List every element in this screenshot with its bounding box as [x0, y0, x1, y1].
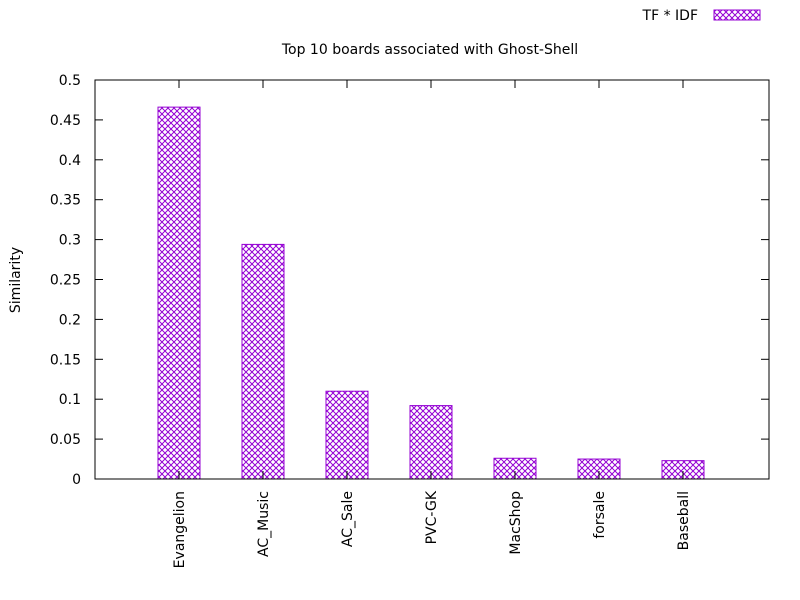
bar-pvc-gk	[409, 405, 453, 480]
legend: TF * IDF	[642, 8, 761, 24]
y-tick-label: 0.05	[50, 432, 81, 448]
y-tick-label: 0.15	[50, 352, 81, 368]
plot-frame	[94, 79, 770, 480]
y-tick-label: 0.4	[59, 153, 81, 169]
x-tick-label: forsale	[592, 491, 608, 539]
x-tick-label: Evangelion	[172, 491, 188, 568]
x-tick-label: PVC-GK	[424, 490, 440, 544]
x-tick-label: Baseball	[676, 491, 692, 550]
bars	[157, 80, 705, 480]
y-tick-label: 0.45	[50, 113, 81, 129]
y-tick-label: 0.35	[50, 193, 81, 209]
bar-ac-sale	[325, 390, 369, 480]
y-tick-label: 0.1	[59, 392, 81, 408]
y-axis-ticks: 0 0.05 0.1 0.15 0.2 0.25 0.3 0.35 0.4 0.45 0.5	[50, 73, 769, 488]
y-tick-label: 0.25	[50, 273, 81, 289]
y-tick-label: 0.3	[59, 233, 81, 249]
x-axis-labels: Evangelion AC_Music AC_Sale PVC-GK MacShop fo…	[172, 490, 692, 568]
y-tick-label: 0	[72, 472, 81, 488]
x-tick-label: AC_Sale	[340, 491, 356, 547]
bar-ac-music	[241, 243, 285, 480]
y-tick-label: 0.5	[59, 73, 81, 89]
x-tick-label: MacShop	[508, 491, 524, 555]
x-tick-label: AC_Music	[256, 491, 272, 557]
bar-evangelion	[157, 106, 201, 480]
legend-swatch	[713, 9, 761, 21]
y-tick-label: 0.2	[59, 312, 81, 328]
y-axis-label: Similarity	[8, 247, 24, 313]
legend-series-label: TF * IDF	[642, 8, 698, 24]
chart-title: Top 10 boards associated with Ghost-Shel…	[281, 42, 578, 58]
